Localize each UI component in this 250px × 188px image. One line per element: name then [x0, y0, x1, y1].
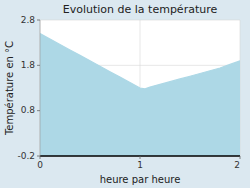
y-tick-label: 0.8: [21, 105, 36, 115]
x-axis-label: heure par heure: [100, 174, 181, 185]
x-tick: [240, 156, 241, 159]
y-tick: [37, 156, 40, 157]
y-tick-label: 2.8: [21, 15, 36, 25]
chart: -0.2 0.8 1.8 2.8 0 1 2 Evolution de la températ…: [0, 0, 250, 188]
y-tick-label: 1.8: [21, 60, 36, 70]
y-axis-label: Température en °C: [4, 41, 15, 136]
x-tick-label: 2: [234, 160, 240, 170]
x-tick: [140, 156, 141, 159]
y-axis-line: [40, 20, 41, 156]
title: Evolution de la température: [63, 3, 218, 16]
y-tick: [37, 20, 40, 21]
plot-area: [40, 34, 240, 156]
x-tick-label: 0: [37, 160, 43, 170]
line: [40, 34, 240, 89]
plot-background: [40, 20, 240, 156]
area: [40, 34, 240, 156]
x-tick-label: 1: [137, 160, 143, 170]
y-tick-label: -0.2: [17, 151, 35, 161]
x-tick: [40, 156, 41, 159]
y-tick: [37, 65, 40, 66]
y-tick: [37, 110, 40, 111]
